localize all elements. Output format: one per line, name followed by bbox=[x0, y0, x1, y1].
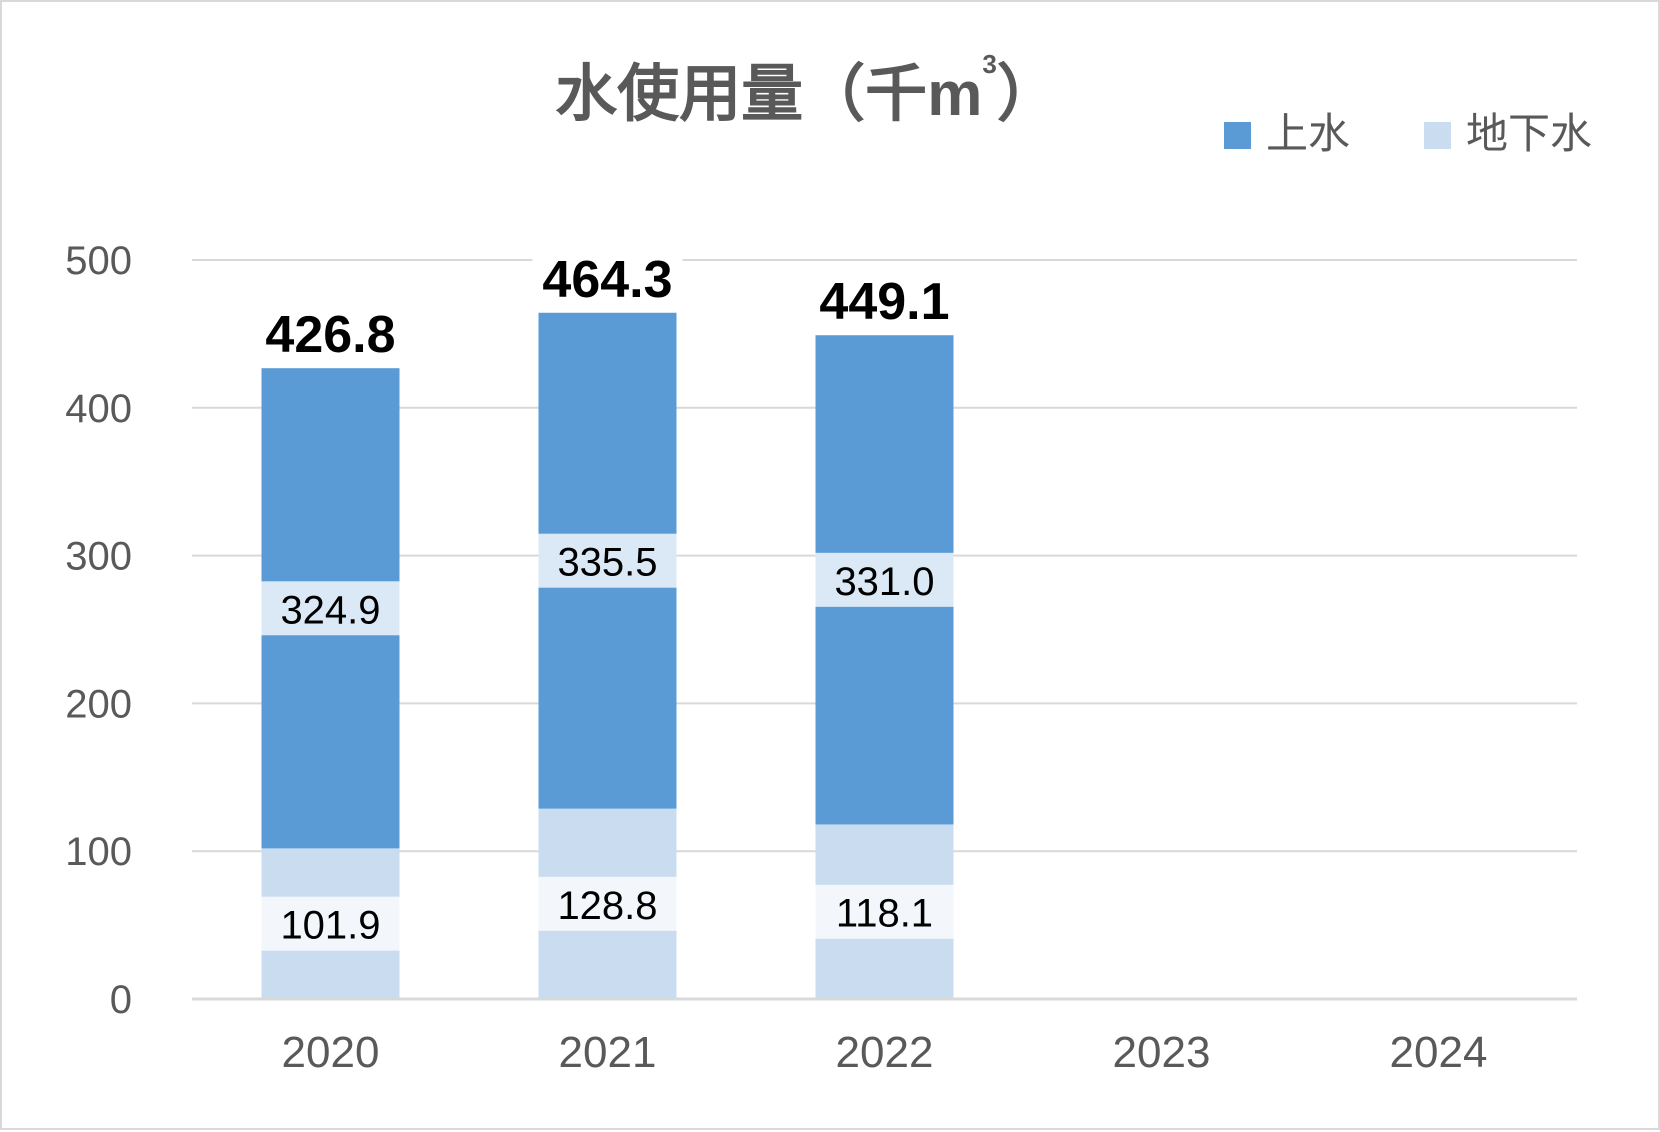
data-label-2021-上水: 335.5 bbox=[557, 541, 657, 585]
total-label-bg-2021 bbox=[532, 244, 683, 305]
total-label-bg-2020 bbox=[255, 300, 406, 361]
data-label-bg-2022-地下水 bbox=[815, 884, 954, 939]
data-label-bg-2021-地下水 bbox=[538, 876, 677, 931]
legend-swatch-地下水 bbox=[1424, 122, 1451, 149]
data-label-2021-地下水: 128.8 bbox=[557, 884, 657, 928]
x-tick-label-2022: 2022 bbox=[836, 1028, 934, 1077]
legend-label-地下水: 地下水 bbox=[1466, 109, 1592, 158]
y-tick-label-100: 100 bbox=[65, 830, 132, 874]
x-tick-label-2024: 2024 bbox=[1390, 1028, 1488, 1077]
x-tick-label-2023: 2023 bbox=[1113, 1028, 1211, 1077]
y-tick-label-0: 0 bbox=[110, 978, 132, 1022]
data-label-bg-2020-地下水 bbox=[261, 896, 400, 951]
data-label-2022-上水: 331.0 bbox=[834, 560, 934, 604]
data-label-2020-上水: 324.9 bbox=[280, 588, 380, 632]
legend-label-上水: 上水 bbox=[1266, 109, 1350, 158]
data-label-2020-地下水: 101.9 bbox=[280, 904, 380, 948]
x-tick-label-2021: 2021 bbox=[559, 1028, 657, 1077]
axes: 0 100 200 300 400 500 2020 2021 2022 2023 2024 bbox=[65, 239, 1577, 1077]
total-label-2020: 426.8 bbox=[265, 306, 395, 364]
total-label-2022: 449.1 bbox=[819, 273, 949, 331]
total-label-bg-2022 bbox=[809, 267, 960, 328]
data-label-bg-2022-上水 bbox=[815, 552, 954, 607]
y-tick-label-200: 200 bbox=[65, 682, 132, 726]
y-tick-label-300: 300 bbox=[65, 535, 132, 579]
chart-title: 水使用量（千m3） bbox=[555, 49, 1059, 130]
legend: 上水 地下水 bbox=[1224, 109, 1592, 158]
data-label-bg-2020-上水 bbox=[261, 581, 400, 636]
total-label-2021: 464.3 bbox=[542, 251, 672, 309]
y-tick-label-400: 400 bbox=[65, 387, 132, 431]
x-tick-label-2020: 2020 bbox=[282, 1028, 380, 1077]
data-labels: 101.9 324.9 426.8 128.8 335.5 464.3 118.1 331.0… bbox=[255, 244, 960, 951]
legend-swatch-上水 bbox=[1224, 122, 1251, 149]
data-label-2022-地下水: 118.1 bbox=[836, 892, 933, 936]
y-tick-label-500: 500 bbox=[65, 239, 132, 283]
data-label-bg-2021-上水 bbox=[538, 533, 677, 588]
